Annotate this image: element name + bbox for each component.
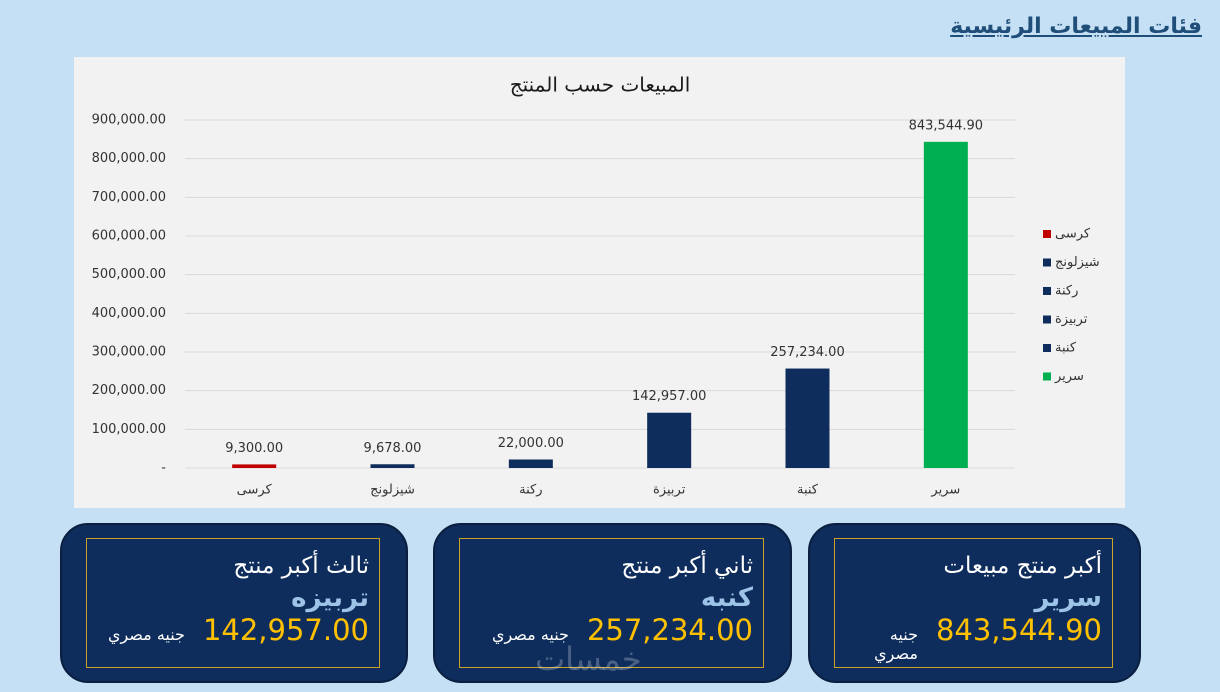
y-tick-label: 300,000.00	[92, 345, 166, 360]
bar	[923, 141, 968, 468]
legend-marker	[1043, 258, 1051, 267]
card: ثاني أكبر منتج كنبه 257,234.00 جنيه مصري	[433, 523, 792, 683]
y-tick-label: 400,000.00	[92, 306, 166, 321]
page-title: فئات المبيعات الرئيسية	[950, 14, 1202, 39]
data-label: 9,300.00	[225, 441, 283, 456]
card-value: 843,544.90	[935, 613, 1102, 647]
card-product: سرير	[1034, 583, 1102, 613]
card-frame: أكبر منتج مبيعات سرير 843,544.90 جنيه مصر…	[834, 538, 1113, 668]
card-currency: جنيه مصري	[874, 625, 918, 663]
card-title: ثالث أكبر منتج	[233, 553, 369, 579]
card-title: أكبر منتج مبيعات	[943, 553, 1102, 579]
bar	[647, 412, 692, 468]
bar	[370, 464, 415, 468]
y-tick-label: 200,000.00	[92, 383, 166, 398]
bar	[785, 368, 830, 468]
card-value: 257,234.00	[586, 613, 753, 647]
data-label: 142,957.00	[632, 389, 706, 404]
data-label: 843,544.90	[909, 118, 983, 133]
chart: المبيعات حسب المنتج - 100,000.00 200,000.0…	[74, 57, 1125, 508]
y-tick-label: 500,000.00	[92, 267, 166, 282]
x-tick-label: كنبة	[797, 483, 819, 498]
card-product: كنبه	[700, 583, 753, 613]
data-label: 9,678.00	[364, 441, 422, 456]
card-value: 142,957.00	[202, 613, 369, 647]
legend-marker	[1043, 344, 1051, 352]
legend-label: كرسى	[1055, 227, 1091, 242]
x-tick-label: سرير	[930, 483, 960, 498]
legend-label: سرير	[1054, 369, 1084, 384]
data-label: 22,000.00	[498, 436, 564, 451]
data-label: 257,234.00	[770, 345, 844, 360]
card-title: ثاني أكبر منتج	[621, 553, 753, 579]
legend-marker	[1043, 372, 1051, 381]
legend-label: كنبة	[1055, 341, 1077, 356]
card: أكبر منتج مبيعات سرير 843,544.90 جنيه مصر…	[808, 523, 1141, 683]
x-tick-label: ركنة	[519, 483, 542, 498]
watermark: خمسات	[535, 640, 642, 678]
y-tick-label: 800,000.00	[92, 151, 166, 166]
y-tick-label: 600,000.00	[92, 229, 166, 244]
bar	[508, 459, 553, 468]
y-tick-label: 900,000.00	[92, 113, 166, 128]
card-frame: ثاني أكبر منتج كنبه 257,234.00 جنيه مصري	[459, 538, 764, 668]
card-frame: ثالث أكبر منتج تربيزه 142,957.00 جنيه مصر…	[86, 538, 380, 668]
legend-marker	[1043, 315, 1051, 324]
y-tick-label: 100,000.00	[92, 422, 166, 437]
chart-title: المبيعات حسب المنتج	[510, 73, 691, 97]
legend-marker	[1043, 287, 1051, 295]
x-tick-label: تربيزة	[653, 483, 686, 498]
legend-label: تربيزة	[1055, 312, 1088, 327]
card-currency: جنيه مصري	[491, 625, 569, 644]
y-tick-label: -	[161, 461, 166, 476]
legend-marker	[1043, 230, 1051, 238]
card-currency: جنيه مصري	[107, 625, 185, 644]
x-tick-label: كرسى	[237, 483, 273, 498]
x-tick-label: شيزلونج	[370, 483, 415, 498]
card: ثالث أكبر منتج تربيزه 142,957.00 جنيه مصر…	[60, 523, 408, 683]
legend-label: شيزلونج	[1055, 255, 1100, 270]
card-product: تربيزه	[291, 583, 369, 613]
legend-label: ركنة	[1055, 284, 1078, 299]
y-tick-label: 700,000.00	[92, 190, 166, 205]
bar	[232, 464, 277, 468]
